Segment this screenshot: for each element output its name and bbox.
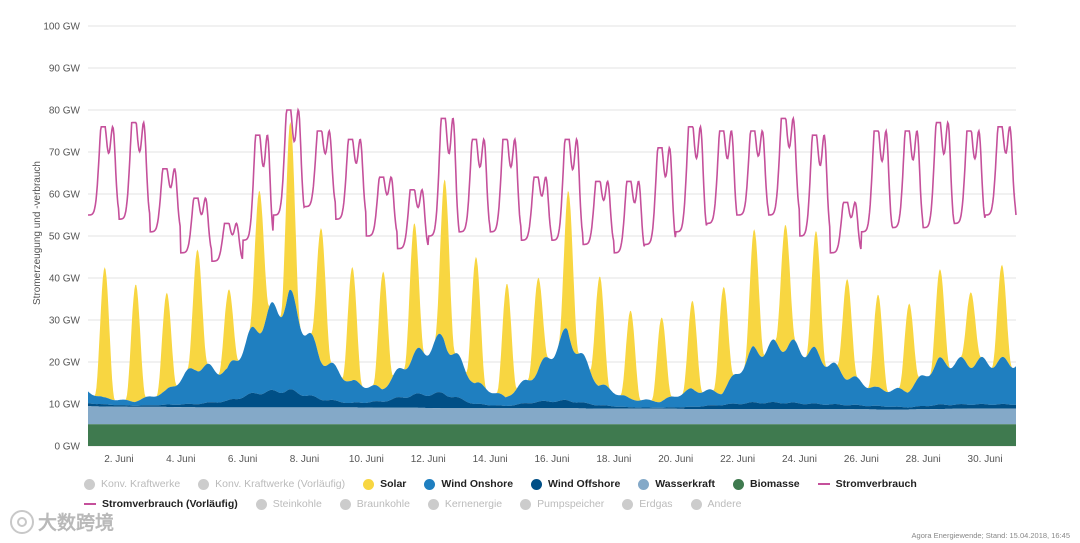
legend-label: Kernenergie	[444, 498, 503, 510]
legend-item-konv-kraftwerke-vorläufig[interactable]: Konv. Kraftwerke (Vorläufig)	[198, 478, 345, 490]
chart-legend: Konv. Kraftwerke Konv. Kraftwerke (Vorläu…	[84, 474, 1004, 514]
y-tick-label: 70 GW	[49, 148, 81, 159]
x-tick-label: 22. Juni	[720, 454, 755, 465]
legend-label: Biomasse	[750, 478, 800, 490]
legend-item-erdgas[interactable]: Erdgas	[622, 498, 673, 510]
legend-marker-icon	[84, 478, 95, 490]
legend-label: Erdgas	[639, 498, 673, 510]
chart-credits: Agora Energiewende; Stand: 15.04.2018, 1…	[911, 531, 1070, 540]
x-axis-labels: 2. Juni 4. Juni 6. Juni 8. Juni 10. Juni 12. …	[104, 454, 1002, 465]
chart-areas	[88, 121, 1016, 446]
legend-item-steinkohle[interactable]: Steinkohle	[255, 498, 322, 510]
y-tick-label: 60 GW	[49, 190, 81, 201]
chart-canvas: 0 GW 10 GW 20 GW 30 GW 40 GW 50 GW 60 GW 70 GW 8…	[32, 22, 1017, 465]
legend-marker-icon	[424, 478, 436, 490]
y-tick-label: 100 GW	[43, 22, 80, 33]
legend-item-braunkohle[interactable]: Braunkohle	[339, 498, 410, 510]
x-tick-label: 14. Juni	[473, 454, 508, 465]
x-tick-label: 28. Juni	[906, 454, 941, 465]
area-biomasse	[88, 424, 1016, 446]
y-tick-label: 80 GW	[49, 106, 81, 117]
x-tick-label: 24. Juni	[782, 454, 817, 465]
legend-marker-icon	[339, 498, 351, 510]
y-tick-label: 90 GW	[49, 64, 81, 75]
legend-marker-icon	[363, 478, 375, 490]
x-tick-label: 16. Juni	[534, 454, 569, 465]
legend-item-solar[interactable]: Solar	[363, 478, 406, 490]
line-stromverbrauch	[88, 107, 1017, 262]
legend-label: Pumpspeicher	[537, 498, 605, 510]
legend-label: Stromverbrauch (Vorläufig)	[102, 498, 238, 510]
legend-item-wind-onshore[interactable]: Wind Onshore	[424, 478, 513, 490]
x-tick-label: 20. Juni	[658, 454, 693, 465]
legend-marker-icon	[638, 478, 650, 490]
legend-marker-icon	[531, 478, 543, 490]
legend-marker-icon	[427, 498, 439, 510]
watermark-text: 大数跨境	[38, 513, 115, 534]
x-tick-label: 30. Juni	[968, 454, 1003, 465]
watermark-logo-icon	[10, 509, 34, 534]
x-tick-label: 8. Juni	[290, 454, 319, 465]
legend-item-kernenergie[interactable]: Kernenergie	[427, 498, 503, 510]
legend-label: Konv. Kraftwerke	[101, 478, 181, 490]
legend-row: Stromverbrauch (Vorläufig) Steinkohle Brau…	[84, 494, 1004, 514]
legend-marker-icon	[817, 483, 830, 485]
x-tick-label: 12. Juni	[411, 454, 446, 465]
legend-marker-icon	[520, 498, 532, 510]
legend-item-stromverbrauch-vorläufig[interactable]: Stromverbrauch (Vorläufig)	[84, 498, 238, 510]
legend-label: Andere	[707, 498, 742, 510]
legend-label: Wasserkraft	[655, 478, 716, 490]
legend-label: Wind Onshore	[441, 478, 514, 490]
watermark: 大数跨境	[10, 508, 114, 535]
x-tick-label: 4. Juni	[166, 454, 195, 465]
legend-marker-icon	[198, 478, 210, 490]
y-tick-label: 20 GW	[49, 358, 81, 369]
legend-marker-icon	[690, 498, 702, 510]
y-tick-label: 10 GW	[49, 400, 81, 411]
y-axis-labels: 0 GW 10 GW 20 GW 30 GW 40 GW 50 GW 60 GW 70 GW 8…	[43, 22, 80, 453]
chart-lines	[88, 107, 1017, 262]
area-wind-offshore	[88, 389, 1016, 410]
legend-label: Wind Offshore	[548, 478, 621, 490]
y-axis-title: Stromerzeugung und -verbrauch	[32, 161, 43, 305]
y-tick-label: 50 GW	[49, 232, 81, 243]
legend-label: Braunkohle	[356, 498, 410, 510]
legend-marker-icon	[255, 498, 267, 510]
legend-label: Stromverbrauch	[835, 478, 917, 490]
legend-label: Konv. Kraftwerke (Vorläufig)	[215, 478, 346, 490]
area-solar	[88, 121, 1016, 403]
legend-marker-icon	[733, 478, 745, 490]
legend-item-andere[interactable]: Andere	[690, 498, 742, 510]
area-wind-onshore	[88, 289, 1016, 408]
legend-item-wasserkraft[interactable]: Wasserkraft	[638, 478, 715, 490]
legend-item-pumpspeicher[interactable]: Pumpspeicher	[520, 498, 604, 510]
y-tick-label: 40 GW	[49, 274, 81, 285]
legend-row: Konv. Kraftwerke Konv. Kraftwerke (Vorläu…	[84, 474, 1004, 494]
legend-label: Solar	[380, 478, 407, 490]
legend-item-konv-kraftwerke[interactable]: Konv. Kraftwerke	[84, 478, 180, 490]
x-tick-label: 10. Juni	[349, 454, 384, 465]
legend-label: Steinkohle	[272, 498, 322, 510]
legend-item-wind-offshore[interactable]: Wind Offshore	[531, 478, 620, 490]
legend-item-stromverbrauch[interactable]: Stromverbrauch	[817, 478, 917, 490]
legend-item-biomasse[interactable]: Biomasse	[733, 478, 800, 490]
x-tick-label: 2. Juni	[104, 454, 133, 465]
x-tick-label: 6. Juni	[228, 454, 257, 465]
area-wasserkraft	[88, 406, 1016, 425]
x-tick-label: 26. Juni	[844, 454, 879, 465]
legend-marker-icon	[84, 503, 96, 505]
y-tick-label: 0 GW	[54, 442, 80, 453]
x-tick-label: 18. Juni	[596, 454, 631, 465]
y-tick-label: 30 GW	[49, 316, 81, 327]
legend-marker-icon	[622, 498, 634, 510]
